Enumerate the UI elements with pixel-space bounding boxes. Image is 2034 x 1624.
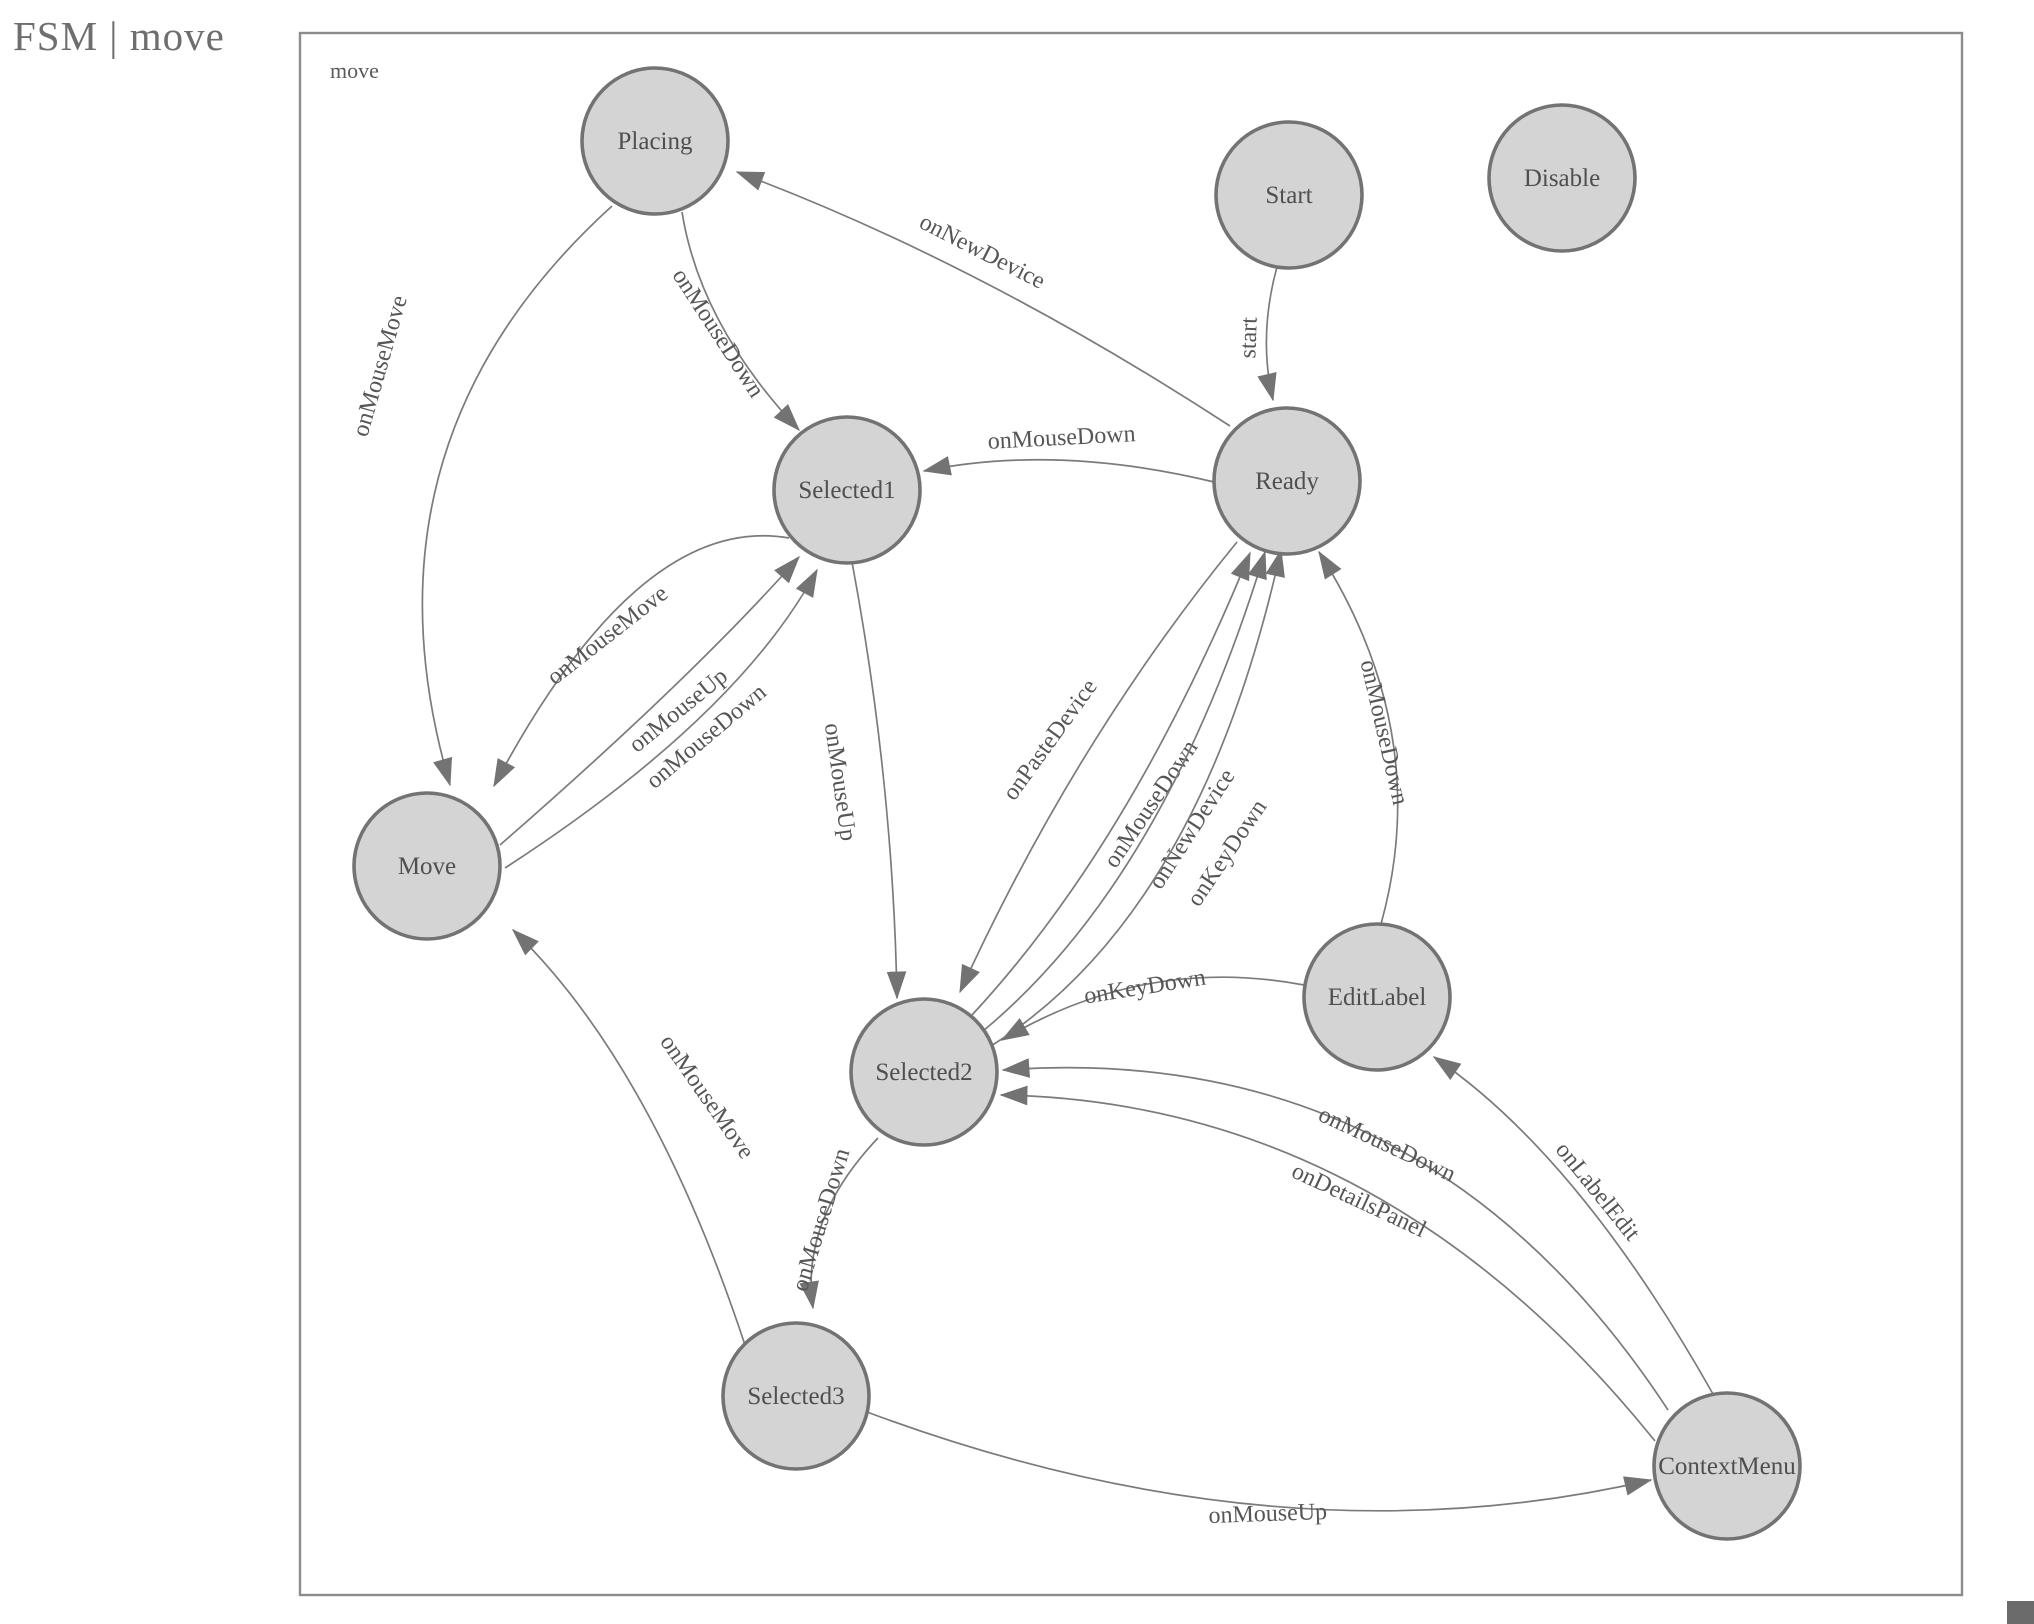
- transition-label: onDetailsPanel: [1288, 1158, 1431, 1243]
- transition-label: onMouseUp: [819, 721, 861, 842]
- transition-label: onMouseMove: [348, 293, 413, 440]
- transition-placing-to-move-onMouseMove[interactable]: [421, 205, 613, 787]
- state-label-selected1: Selected1: [798, 477, 895, 504]
- transition-selected2-to-ready-onKeyDown[interactable]: [990, 548, 1285, 1047]
- state-label-selected3: Selected3: [747, 1383, 844, 1410]
- transition-start-to-ready-start[interactable]: [1257, 266, 1278, 402]
- state-node-disable[interactable]: [1487, 103, 1637, 253]
- transition-selected1-to-selected2-onMouseUp[interactable]: [851, 561, 907, 1000]
- transition-ready-to-selected2-onPasteDevice[interactable]: [959, 541, 1238, 994]
- transition-label: onMouseMove: [542, 581, 673, 691]
- transition-editlabel-to-selected2-onKeyDown[interactable]: [1000, 976, 1305, 1041]
- state-node-move[interactable]: [352, 791, 502, 941]
- transition-label: onMouseDown: [787, 1145, 855, 1294]
- transition-contextmenu-to-editlabel-onLabelEdit[interactable]: [1432, 1056, 1714, 1395]
- state-label-placing: Placing: [618, 128, 693, 155]
- state-label-ready: Ready: [1255, 468, 1319, 495]
- transition-label: onMouseDown: [1355, 657, 1414, 807]
- diagram-name-label: move: [330, 58, 379, 83]
- transition-editlabel-to-ready-onMouseDown[interactable]: [1318, 550, 1399, 925]
- transition-label: onMouseMove: [654, 1030, 759, 1164]
- transition-label: start: [1235, 316, 1262, 359]
- state-node-selected2[interactable]: [849, 997, 999, 1147]
- state-node-start[interactable]: [1214, 120, 1364, 270]
- transition-label: onMouseDown: [667, 264, 769, 402]
- transition-contextmenu-to-selected2-onDetailsPanel[interactable]: [999, 1085, 1656, 1442]
- state-node-placing[interactable]: [580, 66, 730, 216]
- transition-selected3-to-move-onMouseMove[interactable]: [511, 929, 746, 1346]
- transition-selected1-to-move-onMouseMove[interactable]: [493, 534, 790, 788]
- transition-contextmenu-to-selected2-onMouseDown[interactable]: [1001, 1058, 1669, 1411]
- transition-label: onMouseDown: [987, 421, 1136, 455]
- state-label-contextmenu: ContextMenu: [1658, 1453, 1796, 1480]
- transition-move-to-selected1-onMouseDown[interactable]: [504, 568, 818, 869]
- state-node-contextmenu[interactable]: [1652, 1391, 1802, 1541]
- transition-ready-to-selected1-onMouseDown[interactable]: [922, 456, 1215, 483]
- state-node-ready[interactable]: [1212, 406, 1362, 556]
- transition-label: onPasteDevice: [998, 675, 1103, 806]
- transition-label: onLabelEdit: [1550, 1137, 1645, 1246]
- state-node-selected1[interactable]: [772, 415, 922, 565]
- state-label-disable: Disable: [1524, 165, 1600, 192]
- transition-ready-to-placing-onNewDevice[interactable]: [735, 171, 1231, 427]
- transition-label: onKeyDown: [1082, 965, 1207, 1010]
- transition-placing-to-selected1-onMouseDown[interactable]: [681, 211, 800, 432]
- resize-handle[interactable]: [2007, 1601, 2034, 1624]
- state-node-editlabel[interactable]: [1302, 922, 1452, 1072]
- transition-selected3-to-contextmenu-onMouseUp[interactable]: [866, 1411, 1653, 1512]
- state-label-editlabel: EditLabel: [1328, 984, 1427, 1011]
- transition-label: onMouseUp: [1208, 1499, 1328, 1529]
- transition-selected2-to-ready-onNewDevice[interactable]: [982, 550, 1267, 1032]
- transition-selected2-to-ready-onMouseDown[interactable]: [971, 551, 1251, 1016]
- transition-move-to-selected1-onMouseUp[interactable]: [499, 555, 800, 846]
- state-label-move: Move: [398, 853, 456, 880]
- state-node-selected3[interactable]: [721, 1321, 871, 1471]
- state-label-selected2: Selected2: [875, 1059, 972, 1086]
- state-label-start: Start: [1265, 182, 1312, 209]
- transition-selected2-to-selected3-onMouseDown[interactable]: [799, 1137, 879, 1310]
- diagram-frame: [298, 31, 1964, 1597]
- page-title: FSM | move: [13, 13, 225, 59]
